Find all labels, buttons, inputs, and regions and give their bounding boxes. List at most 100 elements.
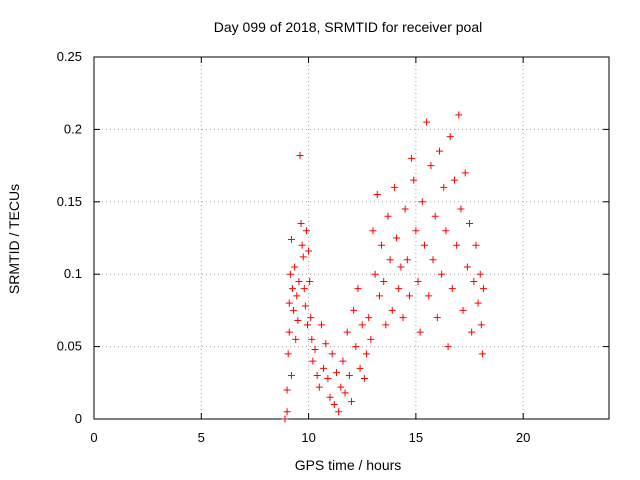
data-point: [371, 270, 379, 278]
data-point: [420, 241, 428, 249]
data-point: [324, 374, 332, 382]
data-point: [470, 277, 478, 285]
data-point: [459, 306, 467, 314]
y-tick-label: 0.1: [64, 266, 82, 281]
data-point: [463, 263, 471, 271]
x-axis-label: GPS time / hours: [295, 457, 402, 473]
plot-area-border: [93, 56, 610, 420]
data-point: [296, 151, 304, 159]
data-point: [313, 372, 321, 380]
chart-title: Day 099 of 2018, SRMTID for receiver poa…: [214, 19, 482, 35]
data-point: [332, 369, 340, 377]
data-point: [405, 292, 413, 300]
data-point: [326, 393, 334, 401]
data-point: [283, 408, 291, 416]
data-point: [360, 374, 368, 382]
data-point: [291, 263, 299, 271]
data-point: [309, 357, 317, 365]
data-point: [350, 306, 358, 314]
data-point: [438, 270, 446, 278]
data-point: [302, 227, 310, 235]
y-tick-label: 0.15: [57, 194, 82, 209]
data-point: [284, 350, 292, 358]
data-point: [446, 133, 454, 141]
data-point: [427, 162, 435, 170]
data-point: [352, 343, 360, 351]
data-point: [304, 321, 312, 329]
data-point: [373, 191, 381, 199]
data-point: [408, 154, 416, 162]
x-tick-label: 10: [301, 430, 315, 445]
data-points: [281, 111, 487, 423]
data-point: [401, 205, 409, 213]
data-point: [287, 372, 295, 380]
data-point: [300, 285, 308, 293]
data-point: [397, 263, 405, 271]
x-tick-label: 15: [409, 430, 423, 445]
data-point: [461, 169, 469, 177]
data-point: [281, 415, 289, 423]
data-point: [435, 147, 443, 155]
data-point: [380, 277, 388, 285]
data-point: [382, 321, 390, 329]
data-point: [294, 317, 302, 325]
data-point: [431, 212, 439, 220]
data-point: [466, 220, 474, 228]
data-point: [293, 292, 301, 300]
data-point: [285, 299, 293, 307]
data-point: [339, 357, 347, 365]
data-point: [442, 227, 450, 235]
data-point: [416, 328, 424, 336]
data-point: [335, 408, 343, 416]
data-point: [388, 306, 396, 314]
data-point: [410, 176, 418, 184]
data-point: [345, 372, 353, 380]
data-point: [317, 321, 325, 329]
data-point: [433, 314, 441, 322]
data-point: [479, 285, 487, 293]
x-tick-label: 20: [516, 430, 530, 445]
data-point: [403, 256, 411, 264]
data-point: [308, 335, 316, 343]
y-tick-label: 0.2: [64, 121, 82, 136]
data-point: [288, 285, 296, 293]
data-point: [375, 292, 383, 300]
data-point: [311, 345, 319, 353]
grid: [94, 57, 609, 419]
data-point: [455, 111, 463, 119]
data-point: [386, 256, 394, 264]
data-point: [477, 321, 485, 329]
data-point: [292, 335, 300, 343]
data-point: [414, 277, 422, 285]
data-point: [286, 270, 294, 278]
data-point: [307, 314, 315, 322]
data-point: [384, 212, 392, 220]
y-axis-label: SRMTID / TECUs: [6, 184, 22, 294]
data-point: [367, 335, 375, 343]
data-point: [412, 227, 420, 235]
y-tick-label: 0.05: [57, 339, 82, 354]
data-point: [299, 253, 307, 261]
data-point: [418, 198, 426, 206]
data-point: [474, 299, 482, 307]
data-point: [354, 285, 362, 293]
data-point: [306, 277, 314, 285]
data-point: [365, 314, 373, 322]
data-point: [330, 401, 338, 409]
data-point: [297, 220, 305, 228]
data-point: [295, 277, 303, 285]
data-point: [290, 306, 298, 314]
data-point: [287, 235, 295, 243]
data-point: [393, 234, 401, 242]
data-point: [453, 241, 461, 249]
data-point: [341, 389, 349, 397]
data-point: [328, 350, 336, 358]
data-point: [320, 364, 328, 372]
axis-ticks: 0 5 10 15 20 0 0.05 0.1 0.15 0.2 0.25: [57, 49, 609, 445]
data-point: [451, 176, 458, 184]
data-point: [395, 285, 403, 293]
data-point: [348, 398, 355, 406]
data-point: [425, 292, 433, 300]
data-point: [337, 383, 345, 391]
data-point: [305, 247, 313, 255]
